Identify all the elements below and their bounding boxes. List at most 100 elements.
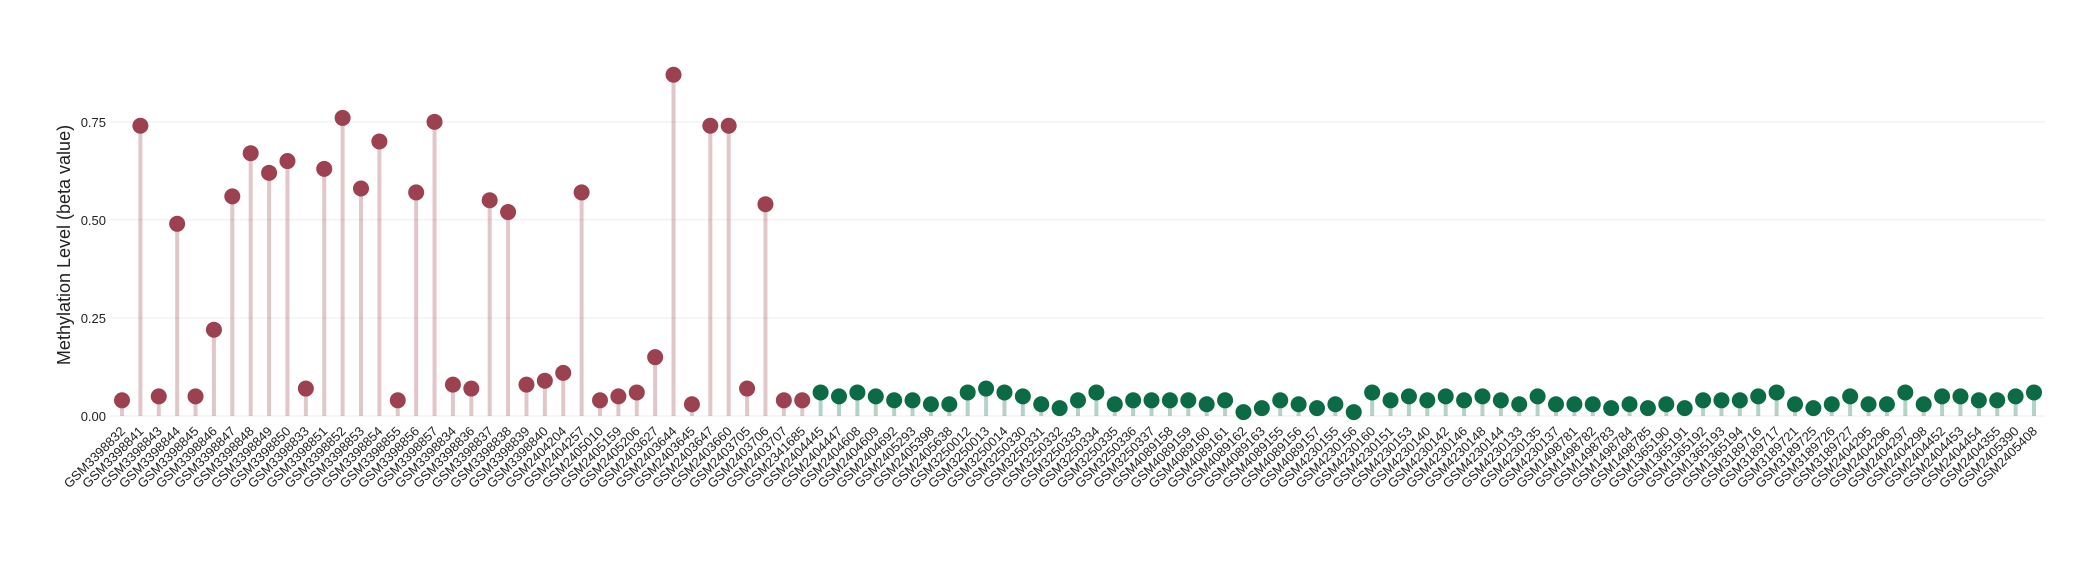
- dot: [1088, 384, 1105, 401]
- dot: [408, 184, 425, 201]
- dot: [500, 204, 517, 221]
- dot: [775, 392, 792, 409]
- dot: [316, 160, 333, 177]
- dot: [1731, 392, 1748, 409]
- dot: [1750, 388, 1767, 405]
- dot: [1529, 388, 1546, 405]
- dot: [1713, 392, 1730, 409]
- dot: [1676, 400, 1693, 417]
- dot: [702, 117, 719, 134]
- dot: [849, 384, 866, 401]
- dot: [1180, 392, 1197, 409]
- dot: [886, 392, 903, 409]
- dot: [1566, 396, 1583, 413]
- dot: [610, 388, 627, 405]
- dot: [1419, 392, 1436, 409]
- dot: [353, 180, 369, 197]
- y-axis-label: Methylation Level (beta value): [54, 125, 74, 365]
- dot: [1400, 388, 1417, 405]
- dot: [1161, 392, 1178, 409]
- dot: [1658, 396, 1675, 413]
- dot: [1106, 396, 1123, 413]
- dot: [757, 196, 774, 213]
- dot: [242, 145, 259, 162]
- dot: [1125, 392, 1142, 409]
- dot: [426, 113, 443, 130]
- dot: [1253, 400, 1270, 417]
- dot: [1511, 396, 1528, 413]
- dot: [922, 396, 939, 413]
- dot: [647, 349, 664, 366]
- dot: [1327, 396, 1344, 413]
- dot: [941, 396, 958, 413]
- dot: [1584, 396, 1601, 413]
- dot: [1033, 396, 1050, 413]
- dot: [959, 384, 976, 401]
- dot: [297, 380, 314, 397]
- dot: [592, 392, 608, 409]
- dot: [444, 376, 461, 393]
- y-tick-label: 0.50: [81, 213, 106, 228]
- dot: [1970, 392, 1987, 409]
- y-tick-label: 0.25: [81, 311, 106, 326]
- dot: [1382, 392, 1399, 409]
- dot: [1492, 392, 1509, 409]
- dot: [1014, 388, 1031, 405]
- dot: [1456, 392, 1473, 409]
- dot: [1897, 384, 1914, 401]
- dot: [1143, 392, 1160, 409]
- dot: [996, 384, 1013, 401]
- dot: [1823, 396, 1840, 413]
- y-tick-label: 0.75: [81, 115, 106, 130]
- dot: [334, 109, 351, 126]
- dot: [169, 215, 186, 232]
- dot: [114, 392, 130, 409]
- dot: [1787, 396, 1803, 413]
- dot: [389, 392, 406, 409]
- dot: [1805, 400, 1822, 417]
- dot: [1474, 388, 1491, 405]
- dot: [1070, 392, 1086, 409]
- dot: [1621, 396, 1638, 413]
- dot: [481, 192, 498, 209]
- dot: [132, 117, 149, 134]
- dot: [1842, 388, 1859, 405]
- dot: [1915, 396, 1932, 413]
- dot: [555, 364, 572, 381]
- dot: [573, 184, 590, 201]
- dot: [1878, 396, 1895, 413]
- dot: [1768, 384, 1785, 401]
- dot: [1235, 404, 1252, 421]
- dot: [1989, 392, 2006, 409]
- dot: [665, 66, 682, 83]
- dot: [720, 117, 737, 134]
- dot: [739, 380, 756, 397]
- dot: [1639, 400, 1656, 417]
- dot: [794, 392, 811, 409]
- dot: [1437, 388, 1454, 405]
- dot: [205, 321, 222, 338]
- dot: [2026, 384, 2042, 401]
- dot: [150, 388, 167, 405]
- dot: [1272, 392, 1289, 409]
- dot: [1952, 388, 1969, 405]
- dot: [1603, 400, 1620, 417]
- dot: [1198, 396, 1215, 413]
- dot: [812, 384, 829, 401]
- dot: [1345, 404, 1362, 421]
- dot: [1548, 396, 1564, 413]
- dot: [1695, 392, 1712, 409]
- dot: [1934, 388, 1951, 405]
- dot: [867, 388, 884, 405]
- y-tick-label: 0.00: [81, 409, 106, 424]
- dot: [518, 376, 535, 393]
- dot: [1217, 392, 1234, 409]
- dot: [261, 164, 278, 181]
- dot: [1290, 396, 1307, 413]
- dot: [1051, 400, 1068, 417]
- dot: [536, 372, 553, 389]
- dot: [279, 153, 296, 170]
- dot: [1860, 396, 1877, 413]
- dot: [628, 384, 645, 401]
